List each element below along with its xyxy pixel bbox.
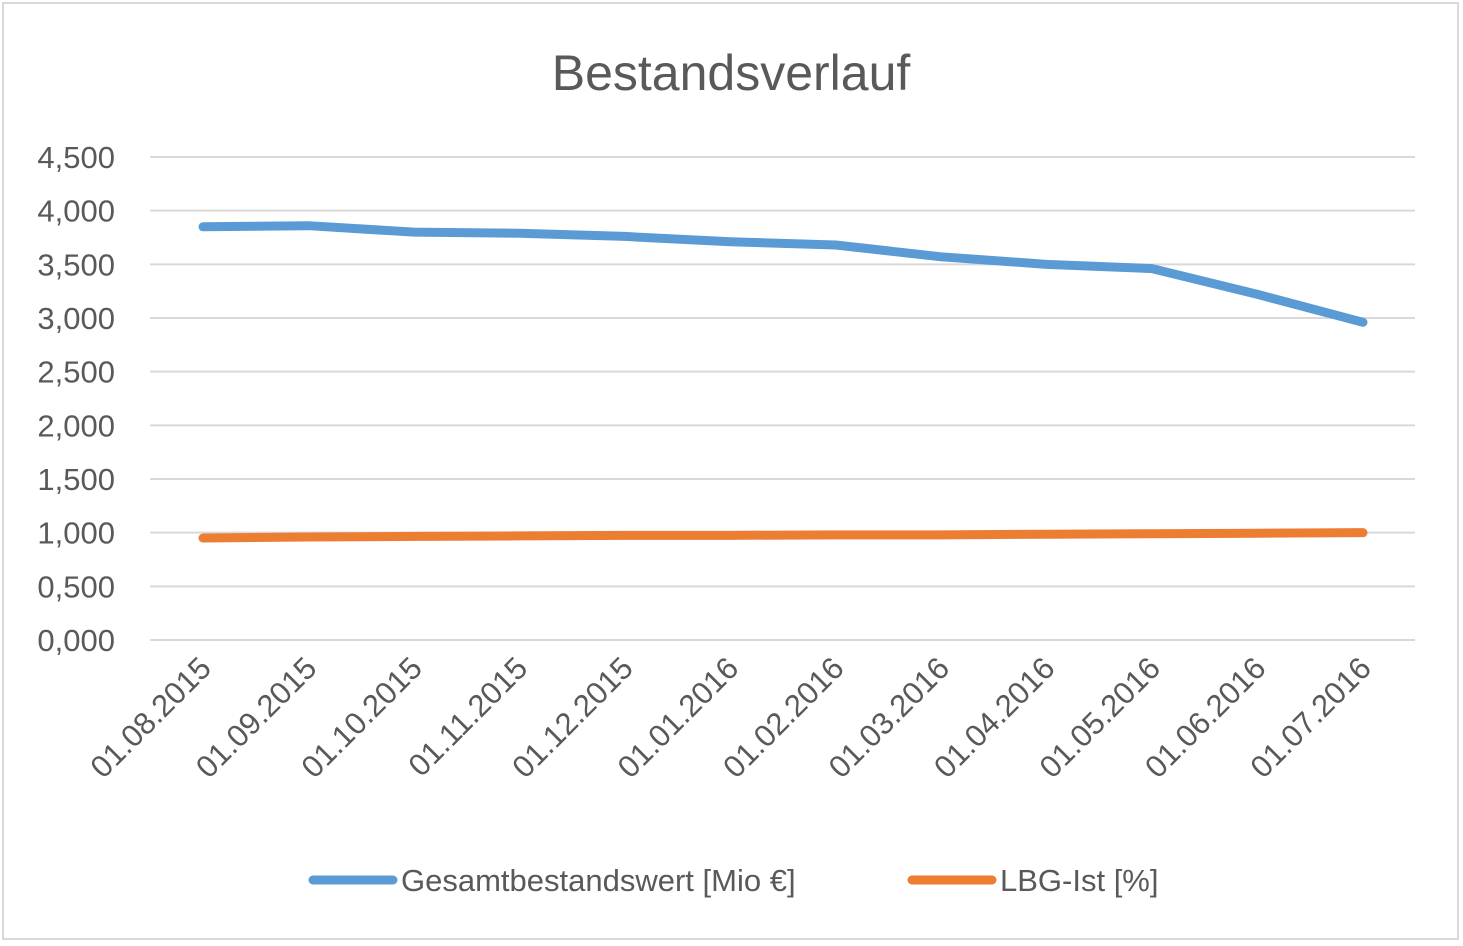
y-tick-label: 1,500 xyxy=(37,462,115,497)
chart-title: Bestandsverlauf xyxy=(552,45,911,101)
y-tick-label: 3,000 xyxy=(37,301,115,336)
y-tick-label: 2,500 xyxy=(37,355,115,390)
y-tick-label: 0,000 xyxy=(37,623,115,658)
y-tick-label: 4,000 xyxy=(37,194,115,229)
legend-label-0: Gesamtbestandswert [Mio €] xyxy=(401,863,796,898)
y-axis-tick-labels: 0,000 0,500 1,000 1,500 2,000 2,500 3,000 3,500… xyxy=(37,140,115,658)
y-tick-label: 3,500 xyxy=(37,247,115,282)
gridlines xyxy=(150,156,1415,641)
legend-label-1: LBG-Ist [%] xyxy=(1000,863,1158,898)
y-tick-label: 2,000 xyxy=(37,408,115,443)
y-tick-label: 0,500 xyxy=(37,569,115,604)
series-lines xyxy=(198,221,1368,543)
legend: Gesamtbestandswert [Mio €] LBG-Ist [%] xyxy=(308,863,1158,898)
y-tick-label: 4,500 xyxy=(37,140,115,175)
y-tick-label: 1,000 xyxy=(37,516,115,551)
x-axis-tick-labels: 01.08.201501.09.201501.10.201501.11.2015… xyxy=(83,650,1377,784)
series-line-0 xyxy=(198,221,1368,327)
series-line-1 xyxy=(198,528,1368,543)
